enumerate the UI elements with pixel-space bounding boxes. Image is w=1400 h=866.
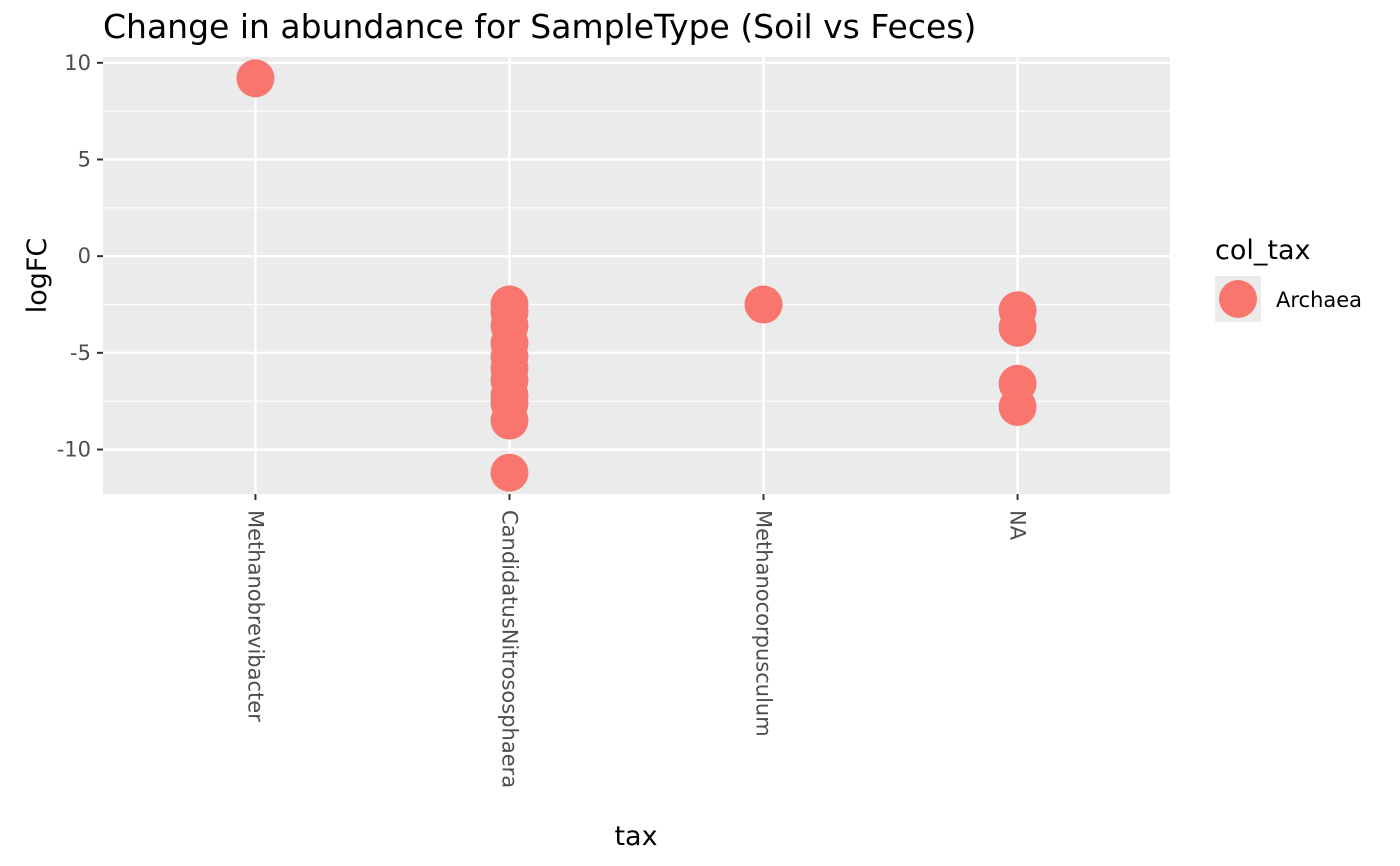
x-tick-label: CandidatusNitrososphaera [497,510,521,788]
y-tick-label: 10 [64,51,91,75]
x-tick-label: Methanocorpusculum [752,510,776,737]
chart-title: Change in abundance for SampleType (Soil… [103,7,976,46]
data-point [744,285,783,324]
y-tick-label: -10 [57,438,91,462]
data-points [236,59,1037,492]
y-axis: 10 5 0 -5 -10 [57,51,103,462]
data-point [998,387,1037,426]
legend-key-archaea [1219,280,1257,318]
data-point [490,453,529,492]
legend-label-archaea: Archaea [1276,288,1362,312]
y-axis-title: logFC [22,238,53,314]
data-point [236,59,275,98]
minor-gridlines [103,110,1170,402]
x-axis-title: tax [614,821,657,852]
x-tick-label: Methanobrevibacter [243,510,267,722]
legend-title: col_tax [1215,235,1310,266]
y-tick-label: 0 [78,244,91,268]
x-axis: Methanobrevibacter CandidatusNitrososphae… [243,494,1030,788]
plot-panel [103,57,1170,494]
data-point [490,401,529,440]
y-tick-label: -5 [70,341,91,365]
legend: col_tax Archaea [1215,235,1362,322]
y-tick-label: 5 [78,147,91,171]
x-tick-label: NA [1006,510,1030,541]
data-point [998,308,1037,347]
